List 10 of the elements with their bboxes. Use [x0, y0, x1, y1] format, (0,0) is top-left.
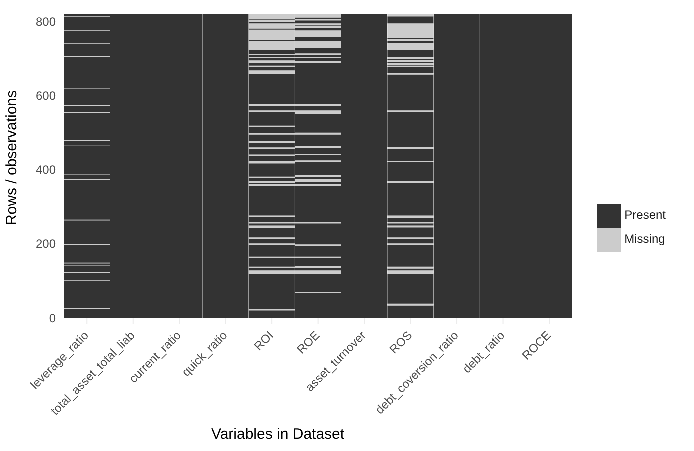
y-tick-label: 0 — [49, 311, 56, 326]
x-axis-title: Variables in Dataset — [210, 426, 346, 443]
legend-label: Missing — [624, 232, 666, 246]
y-tick-label: 400 — [36, 163, 56, 178]
y-tick-label: 800 — [36, 15, 56, 30]
x-tick-label: ROI — [251, 328, 276, 354]
legend-label: Present — [624, 208, 666, 222]
y-tick-label: 600 — [36, 89, 56, 104]
y-tick-label: 200 — [36, 237, 56, 252]
y-axis-title: Rows / observations — [4, 90, 20, 226]
